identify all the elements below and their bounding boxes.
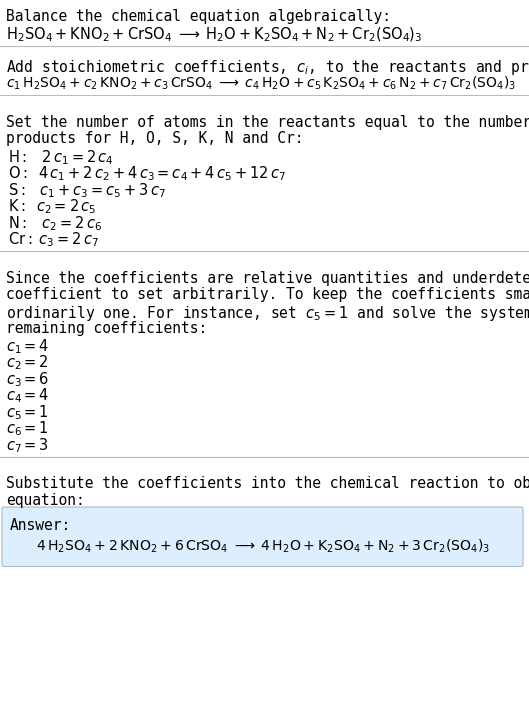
Text: $c_1\, \mathrm{H_2SO_4} + c_2\, \mathrm{KNO_2} + c_3\, \mathrm{CrSO_4} \;\longri: $c_1\, \mathrm{H_2SO_4} + c_2\, \mathrm{… [6, 74, 516, 92]
Text: equation:: equation: [6, 493, 85, 508]
Text: $c_4 = 4$: $c_4 = 4$ [6, 387, 49, 405]
Text: remaining coefficients:: remaining coefficients: [6, 321, 207, 335]
Text: Set the number of atoms in the reactants equal to the number of atoms in the: Set the number of atoms in the reactants… [6, 115, 529, 130]
Text: products for H, O, S, K, N and Cr:: products for H, O, S, K, N and Cr: [6, 132, 304, 147]
Text: $\mathrm{H_2SO_4 + KNO_2 + CrSO_4} \;\longrightarrow\; \mathrm{H_2O + K_2SO_4 + : $\mathrm{H_2SO_4 + KNO_2 + CrSO_4} \;\lo… [6, 25, 423, 44]
Text: Answer:: Answer: [10, 518, 71, 532]
Text: ordinarily one. For instance, set $c_5 = 1$ and solve the system of equations fo: ordinarily one. For instance, set $c_5 =… [6, 304, 529, 323]
Text: $\mathrm{O{:}}\;\; 4\,c_1 + 2\,c_2 + 4\,c_3 = c_4 + 4\,c_5 + 12\,c_7$: $\mathrm{O{:}}\;\; 4\,c_1 + 2\,c_2 + 4\,… [8, 164, 286, 183]
Text: coefficient to set arbitrarily. To keep the coefficients small, the arbitrary va: coefficient to set arbitrarily. To keep … [6, 287, 529, 302]
Text: Since the coefficients are relative quantities and underdetermined, choose a: Since the coefficients are relative quan… [6, 271, 529, 286]
Text: $\mathrm{N{:}}\;\;\; c_2 = 2\,c_6$: $\mathrm{N{:}}\;\;\; c_2 = 2\,c_6$ [8, 214, 102, 233]
Text: Balance the chemical equation algebraically:: Balance the chemical equation algebraica… [6, 9, 391, 24]
Text: $c_5 = 1$: $c_5 = 1$ [6, 403, 49, 422]
FancyBboxPatch shape [2, 507, 523, 566]
Text: $\mathrm{S{:}}\;\;\; c_1 + c_3 = c_5 + 3\,c_7$: $\mathrm{S{:}}\;\;\; c_1 + c_3 = c_5 + 3… [8, 181, 166, 200]
Text: $c_6 = 1$: $c_6 = 1$ [6, 419, 49, 438]
Text: $\mathrm{K{:}}\;\; c_2 = 2\,c_5$: $\mathrm{K{:}}\;\; c_2 = 2\,c_5$ [8, 198, 96, 216]
Text: Add stoichiometric coefficients, $c_i$, to the reactants and products:: Add stoichiometric coefficients, $c_i$, … [6, 58, 529, 77]
Text: $c_3 = 6$: $c_3 = 6$ [6, 370, 49, 389]
Text: $c_1 = 4$: $c_1 = 4$ [6, 337, 49, 356]
Text: Substitute the coefficients into the chemical reaction to obtain the balanced: Substitute the coefficients into the che… [6, 476, 529, 491]
Text: $\mathrm{Cr{:}}\; c_3 = 2\,c_7$: $\mathrm{Cr{:}}\; c_3 = 2\,c_7$ [8, 230, 99, 249]
Text: $c_2 = 2$: $c_2 = 2$ [6, 353, 49, 372]
Text: $4\, \mathrm{H_2SO_4} + 2\, \mathrm{KNO_2} + 6\, \mathrm{CrSO_4} \;\longrightarr: $4\, \mathrm{H_2SO_4} + 2\, \mathrm{KNO_… [36, 538, 490, 555]
Text: $\mathrm{H{:}}\;\;\; 2\,c_1 = 2\,c_4$: $\mathrm{H{:}}\;\;\; 2\,c_1 = 2\,c_4$ [8, 148, 114, 166]
Text: $c_7 = 3$: $c_7 = 3$ [6, 436, 49, 454]
